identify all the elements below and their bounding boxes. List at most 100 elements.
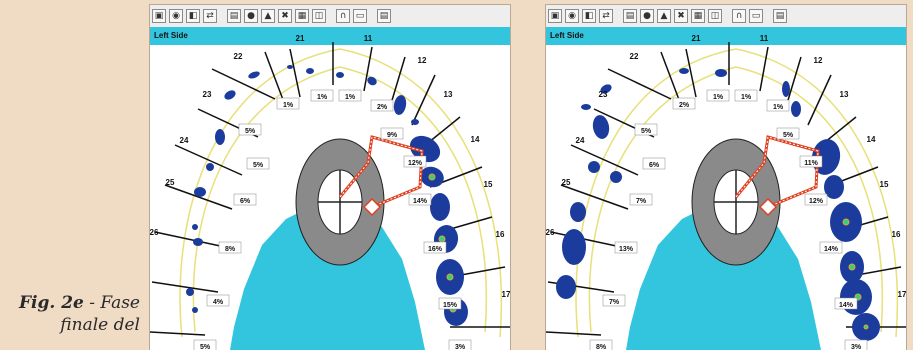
tooth-number: 23 [203, 90, 212, 99]
percent-label-box [403, 155, 427, 168]
tooth-number: 15 [484, 180, 493, 189]
tooth-number: 25 [166, 178, 175, 187]
contact-area [306, 68, 314, 74]
percent-label: 1% [345, 94, 356, 101]
percent-label-box [614, 241, 638, 254]
contact-area [215, 129, 225, 145]
percent-label-box [672, 97, 696, 110]
contact-area [248, 71, 260, 79]
circle-icon[interactable]: ◉ [565, 9, 579, 23]
tooth-divider [151, 281, 219, 293]
chart-icon[interactable]: ▤ [623, 9, 637, 23]
arch-outline-inner [575, 48, 899, 338]
percent-label: 14% [839, 302, 854, 309]
tooth-number: 12 [814, 56, 823, 65]
chart-icon[interactable]: ▤ [227, 9, 241, 23]
percent-label-box [193, 339, 217, 350]
percent-label-box [819, 241, 843, 254]
tooth-divider [164, 184, 233, 210]
contact-area [556, 275, 576, 299]
percent-label-box [448, 339, 472, 350]
percent-label-box [206, 294, 230, 307]
percent-label-box [438, 297, 462, 310]
contact-hotspot [848, 263, 856, 271]
tooth-number: 13 [840, 90, 849, 99]
contact-area [600, 84, 612, 94]
grid-icon[interactable]: ▦ [691, 9, 705, 23]
grid-icon[interactable]: ▦ [295, 9, 309, 23]
percent-label-box [589, 339, 613, 350]
tooth-number: 11 [364, 34, 373, 43]
arch-icon[interactable]: ∩ [732, 9, 746, 23]
contact-area [562, 229, 586, 265]
graph-icon[interactable]: ◫ [312, 9, 326, 23]
tooth-number: 23 [599, 90, 608, 99]
contact-area [224, 90, 236, 100]
percent-label: 5% [783, 132, 794, 139]
tooth-icon[interactable]: ● [244, 9, 258, 23]
save-icon[interactable]: ▭ [353, 9, 367, 23]
contact-area [336, 72, 344, 78]
close-icon[interactable]: ✖ [278, 9, 292, 23]
close-icon[interactable]: ✖ [674, 9, 688, 23]
contact-area [782, 81, 790, 97]
save-icon[interactable]: ▭ [749, 9, 763, 23]
contact-area [192, 307, 198, 313]
tooth-divider [759, 46, 769, 92]
print-icon[interactable]: ▤ [377, 9, 391, 23]
percent-label-box [246, 157, 270, 170]
triangle-icon[interactable]: ▲ [261, 9, 275, 23]
tooth-divider [785, 56, 802, 108]
tooth-number: 22 [234, 52, 243, 61]
contact-area [194, 187, 206, 197]
percent-label-box [734, 89, 758, 102]
contact-area [367, 76, 377, 86]
percent-label: 6% [240, 198, 251, 205]
arch-icon[interactable]: ∩ [336, 9, 350, 23]
tooth-icon[interactable]: ● [640, 9, 654, 23]
tooth-divider [807, 74, 832, 126]
square-icon[interactable]: ◧ [582, 9, 596, 23]
force-trajectory-core [735, 136, 819, 208]
arch-outline-outer [192, 66, 488, 333]
contact-area [824, 175, 844, 199]
arch-outline-outer [588, 66, 884, 333]
percent-label: 1% [283, 102, 294, 109]
arch-outline-inner [179, 48, 503, 338]
percent-label-box [629, 193, 653, 206]
percent-label: 13% [619, 246, 634, 253]
percent-label: 2% [679, 102, 690, 109]
percent-label: 1% [773, 104, 784, 111]
percent-label-box [844, 339, 868, 350]
contact-area [592, 115, 610, 139]
percent-label: 12% [809, 198, 824, 205]
contact-area [287, 65, 293, 69]
square-icon[interactable]: ◧ [186, 9, 200, 23]
graph-icon[interactable]: ◫ [708, 9, 722, 23]
tooth-number: 11 [760, 34, 769, 43]
circle-icon[interactable]: ◉ [169, 9, 183, 23]
tooth-number: 13 [444, 90, 453, 99]
arch-diagram: 11 12 13 14 15 16 17 21 22 23 24 25 26 1% 1% 1% 2% 5% 11% 1… [546, 27, 906, 350]
occlusion-panel-right: ▣ ◉ ◧ ⇄ ▤ ● ▲ ✖ ▦ ◫ ∩ ▭ ▤ 11 12 13 14 15 16 17 21 22 23 24 25 26… [546, 5, 906, 350]
swap-icon[interactable]: ⇄ [203, 9, 217, 23]
percent-label: 5% [641, 128, 652, 135]
contact-area [610, 171, 622, 183]
trajectory-marker [362, 197, 382, 217]
percent-label-box [799, 155, 823, 168]
select-icon[interactable]: ▣ [152, 9, 166, 23]
tooth-number: 24 [576, 136, 585, 145]
swap-icon[interactable]: ⇄ [599, 9, 613, 23]
triangle-icon[interactable]: ▲ [657, 9, 671, 23]
percent-label: 14% [824, 246, 839, 253]
select-icon[interactable]: ▣ [548, 9, 562, 23]
toolbar: ▣ ◉ ◧ ⇄ ▤ ● ▲ ✖ ▦ ◫ ∩ ▭ ▤ [150, 5, 510, 27]
print-icon[interactable]: ▤ [773, 9, 787, 23]
percent-label-box [233, 193, 257, 206]
percent-label: 5% [200, 344, 211, 350]
percent-label-box [634, 123, 658, 136]
occlusion-map: 11 12 13 14 15 16 17 21 22 23 24 25 26 1% 1% 2% 1% 9% 12% 1… [150, 27, 510, 350]
contact-hotspot [446, 273, 454, 281]
tooth-divider [570, 144, 639, 176]
tooth-divider [211, 68, 276, 100]
